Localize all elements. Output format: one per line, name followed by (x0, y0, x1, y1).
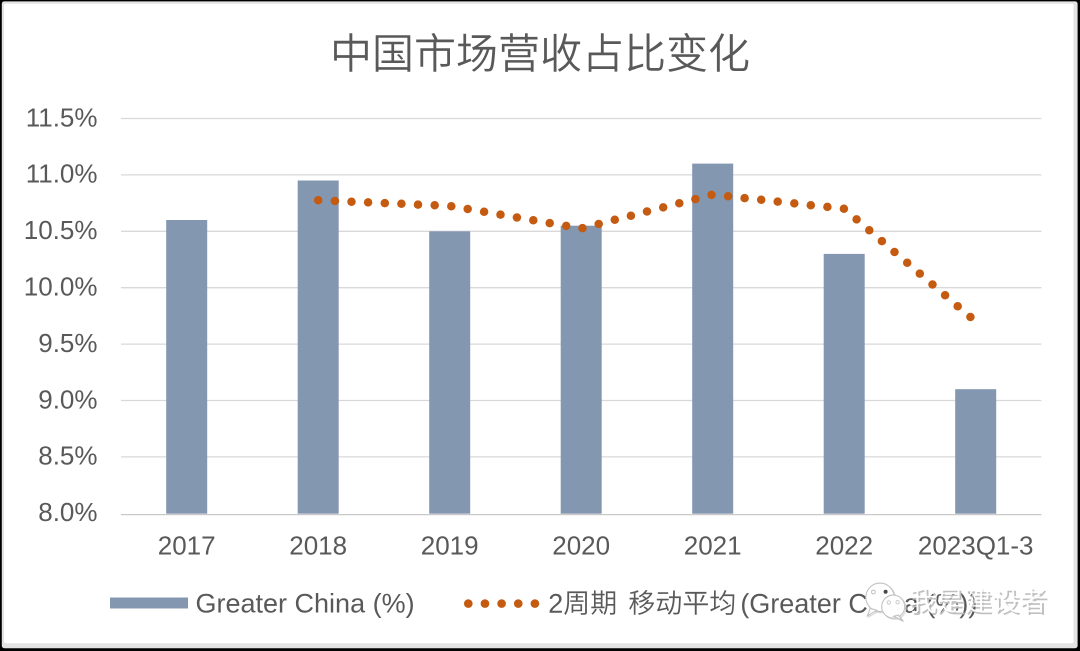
svg-text:10.0%: 10.0% (24, 272, 98, 302)
svg-text:Greater China (%): Greater China (%) (196, 589, 415, 619)
svg-text:2021: 2021 (684, 531, 742, 561)
svg-text:2020: 2020 (552, 531, 610, 561)
svg-text:8.0%: 8.0% (38, 497, 97, 527)
svg-text:2022: 2022 (815, 531, 873, 561)
svg-text:9.5%: 9.5% (38, 328, 97, 358)
svg-text:2018: 2018 (289, 531, 347, 561)
svg-text:2017: 2017 (158, 531, 216, 561)
svg-text:9.0%: 9.0% (38, 384, 97, 414)
svg-text:2023Q1-3: 2023Q1-3 (918, 531, 1034, 561)
svg-text:11.5%: 11.5% (26, 102, 98, 132)
svg-text:8.5%: 8.5% (38, 441, 97, 471)
svg-text:2019: 2019 (421, 531, 479, 561)
svg-text:10.5%: 10.5% (24, 215, 98, 245)
svg-text:11.0%: 11.0% (26, 159, 98, 189)
